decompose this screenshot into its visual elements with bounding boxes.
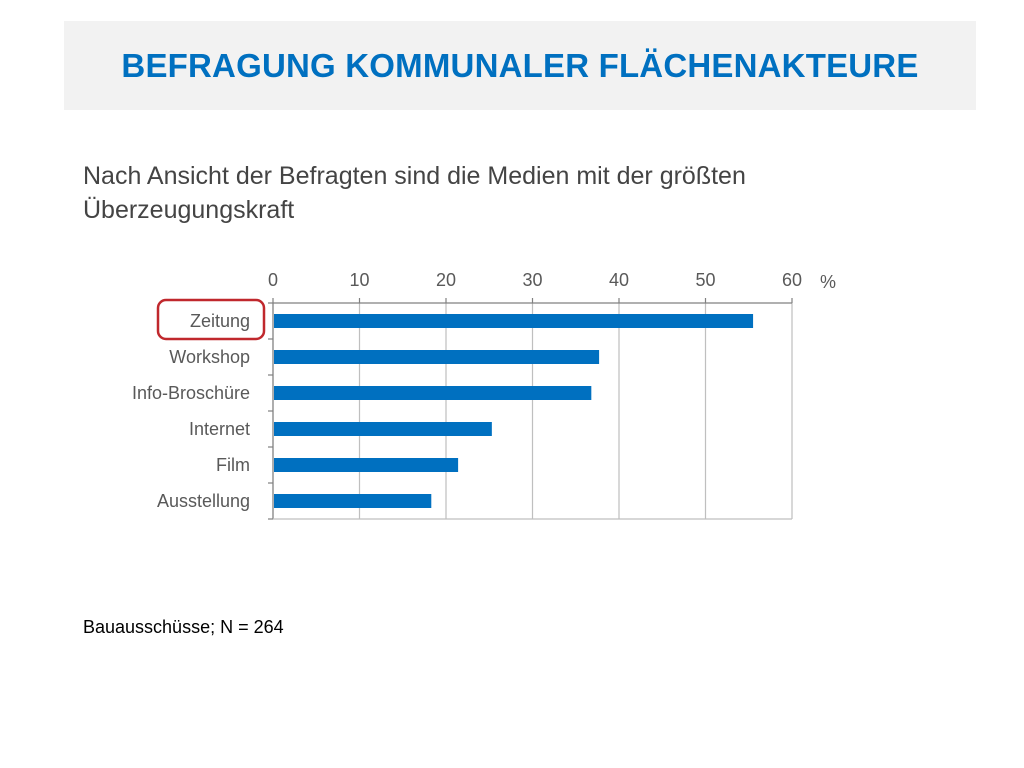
gridlines xyxy=(272,303,793,519)
bar xyxy=(274,314,754,328)
bar xyxy=(274,386,592,400)
bar xyxy=(274,458,459,472)
category-label: Internet xyxy=(189,419,250,439)
x-tick-label: 30 xyxy=(522,270,542,290)
x-tick-label: 60 xyxy=(782,270,802,290)
category-label: Info-Broschüre xyxy=(132,383,250,403)
x-axis-unit: % xyxy=(820,272,836,292)
bar xyxy=(274,494,432,508)
chart-subtitle: Nach Ansicht der Befragten sind die Medi… xyxy=(83,162,746,224)
x-tick-label: 0 xyxy=(268,270,278,290)
title-band xyxy=(64,21,976,110)
highlight-box xyxy=(156,298,266,341)
sample-footnote: Bauausschüsse; N = 264 xyxy=(83,617,284,637)
category-label: Film xyxy=(216,455,250,475)
labels: 0 10 20 30 40 50 60 % Zeitung Workshop Info-Brosch… xyxy=(132,270,836,511)
x-tick-label: 20 xyxy=(436,270,456,290)
category-label: Zeitung xyxy=(190,311,250,331)
bars xyxy=(274,314,754,508)
category-label: Ausstellung xyxy=(157,491,250,511)
x-tick-label: 50 xyxy=(695,270,715,290)
x-tick-label: 10 xyxy=(349,270,369,290)
bar xyxy=(274,350,600,364)
category-label: Workshop xyxy=(169,347,250,367)
axes xyxy=(268,298,793,520)
page-title: BEFRAGUNG KOMMUNALER FLÄCHENAKTEURE xyxy=(121,47,919,84)
bar xyxy=(274,422,492,436)
x-tick-label: 40 xyxy=(609,270,629,290)
